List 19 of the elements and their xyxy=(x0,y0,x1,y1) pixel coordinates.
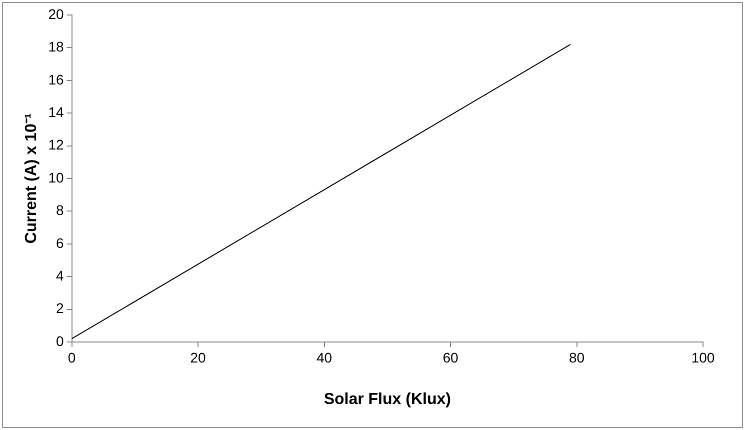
y-axis-title: Current (A) x 10⁻¹ xyxy=(23,113,40,244)
x-tick-label: 20 xyxy=(190,349,206,366)
x-tick-label: 80 xyxy=(568,349,585,366)
x-tick-label: 40 xyxy=(316,349,332,366)
x-tick-label: 60 xyxy=(442,349,459,366)
x-tick-label: 100 xyxy=(691,349,715,366)
y-tick-label: 0 xyxy=(56,332,64,349)
x-axis-title: Solar Flux (Klux) xyxy=(324,390,451,408)
y-tick-label: 18 xyxy=(48,38,64,55)
y-tick-label: 2 xyxy=(56,300,64,316)
y-tick-label: 20 xyxy=(48,6,64,22)
y-tick-label: 14 xyxy=(48,104,64,120)
y-tick-label: 6 xyxy=(56,234,64,251)
y-tick-label: 16 xyxy=(48,71,64,88)
y-tick-label: 8 xyxy=(56,202,64,218)
y-tick-label: 10 xyxy=(48,169,64,186)
x-tick-label: 0 xyxy=(68,349,76,366)
y-tick-label: 4 xyxy=(56,267,64,284)
y-tick-label: 12 xyxy=(48,136,64,153)
